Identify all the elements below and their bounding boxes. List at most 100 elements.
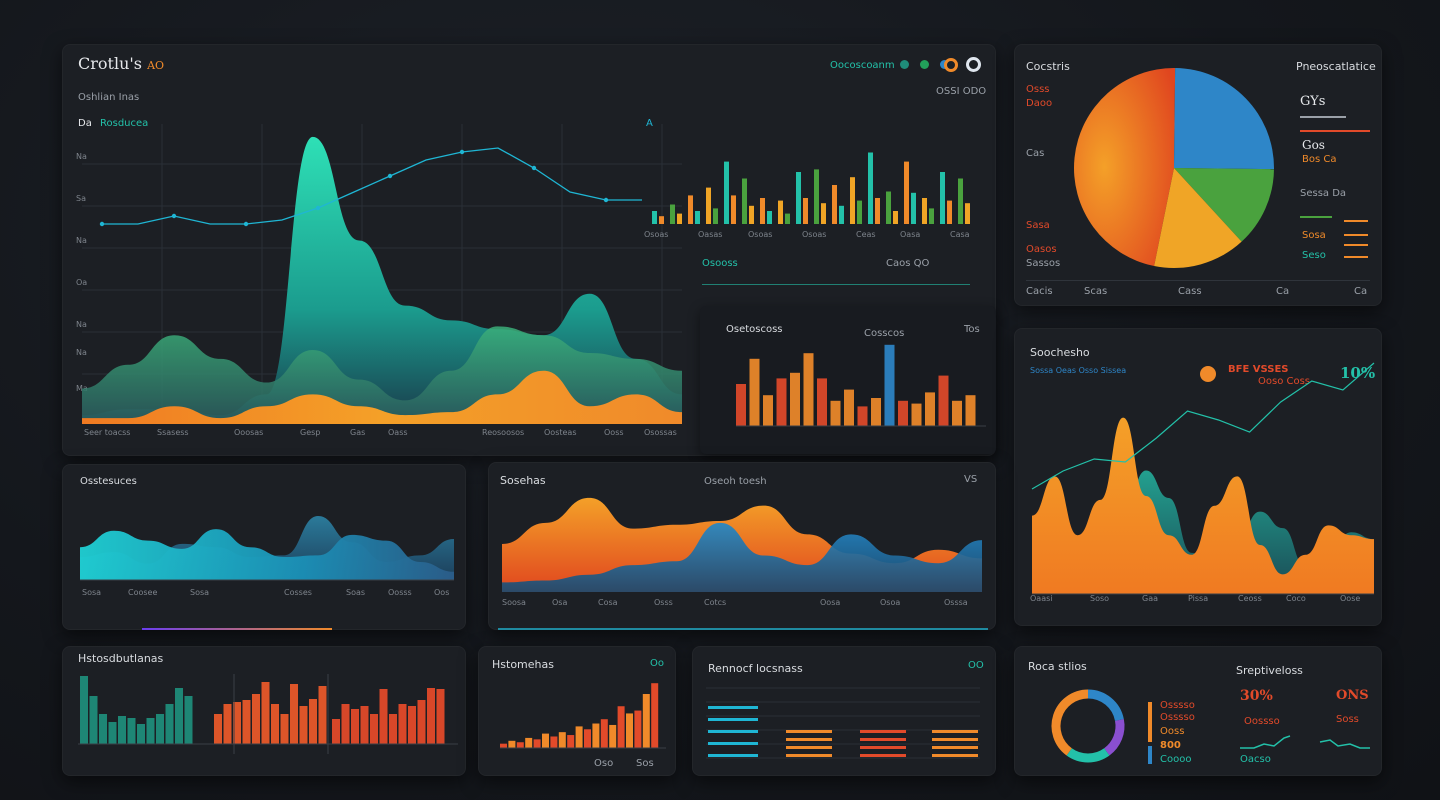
lines-bar-orange <box>786 754 832 757</box>
main-line-series <box>102 147 642 225</box>
bars1-bar <box>108 722 117 744</box>
main-x-tick: Gesp <box>300 428 321 437</box>
pie-legend-b: Gos <box>1302 138 1325 152</box>
lines-title: Rennocf locsnass <box>708 662 803 675</box>
area1-series-cyan <box>80 529 454 580</box>
lines-bar-cyan <box>708 742 758 745</box>
bars1-bar <box>175 688 183 744</box>
green-dot-icon[interactable] <box>920 60 929 69</box>
bars1-bar <box>427 688 435 744</box>
main-bar <box>814 169 819 224</box>
main-sub-caption-right: Caos QO <box>886 258 930 269</box>
bars1-bar <box>271 704 279 744</box>
donut-slice <box>1066 748 1110 763</box>
forecast-x-tick: Oose <box>1340 594 1361 603</box>
bars1-bar <box>233 702 241 744</box>
orange-ring-icon[interactable] <box>944 58 958 72</box>
lines-bar-red <box>860 738 906 741</box>
distribution-bar-chart <box>736 344 986 427</box>
dist-bar <box>857 406 868 426</box>
main-header-caption: Oocoscoanm <box>830 60 895 71</box>
donut-value-b-sub: Oossso <box>1244 716 1280 727</box>
teal-dot-icon[interactable] <box>900 60 909 69</box>
area1-x-tick: Cosses <box>284 588 312 597</box>
main-y-tick: Na <box>76 152 87 161</box>
donut-chart <box>1051 689 1125 763</box>
donut-list-item: Ooss <box>1160 726 1185 737</box>
pie-panel: Cocstris Pneoscatlatice Osss Daoo Cas Sa… <box>1014 44 1382 306</box>
bars1-bar <box>252 694 260 744</box>
bars1-bar <box>223 704 232 744</box>
area2-x-tick: Osoa <box>880 598 901 607</box>
main-bar <box>796 172 801 224</box>
main-line-point <box>387 173 393 179</box>
donut-divider-bar <box>1148 702 1152 742</box>
bars1-bar <box>360 706 369 744</box>
bars1-bar <box>379 689 388 744</box>
dist-right-label: Tos <box>964 324 980 335</box>
forecast-x-tick: Ceoss <box>1238 594 1262 603</box>
main-bar-tick: Oasa <box>900 230 921 239</box>
area-panel-2: Sosehas Oseoh toesh VS Soosa Osa Cosa Os… <box>488 462 996 630</box>
main-bar <box>670 204 675 224</box>
pie-legend-bar-green <box>1300 216 1332 218</box>
pie-title: Cocstris <box>1026 60 1070 73</box>
main-line-point <box>459 149 465 155</box>
bars1-bar <box>341 704 350 744</box>
bars1-bar <box>165 704 174 744</box>
white-ring-icon[interactable] <box>966 57 981 72</box>
pie-legend-a-line2 <box>1300 130 1370 132</box>
main-line-point <box>315 205 321 211</box>
donut-value-d: Coooo <box>1160 754 1192 765</box>
bars2-bar <box>533 739 541 748</box>
bars1-bar <box>398 704 407 744</box>
area-chart-1 <box>80 516 454 581</box>
forecast-area-orange <box>1032 417 1374 594</box>
donut-value-a: 800 <box>1160 740 1181 751</box>
area2-x-tick: Cosa <box>598 598 618 607</box>
main-y-tick: Oa <box>76 278 88 287</box>
dist-bar <box>925 392 935 426</box>
main-x-tick: Oosteas <box>544 428 577 437</box>
bars2-bar <box>609 724 617 748</box>
main-area-chart <box>82 124 682 424</box>
dist-bar <box>736 384 746 426</box>
forecast-x-tick: Oaasi <box>1030 594 1053 603</box>
main-bar-tick: Casa <box>950 230 970 239</box>
donut-panel: Roca stlios Sreptiveloss Osssso Osssso O… <box>1014 646 1382 776</box>
bars1-bar <box>417 700 426 744</box>
area2-x-tick: Osa <box>552 598 568 607</box>
main-area-series-orange <box>82 370 682 424</box>
main-x-tick: Ooss <box>604 428 624 437</box>
area1-x-tick: Sosa <box>82 588 102 597</box>
main-legend-prefix: Da <box>78 118 92 129</box>
lines-bar-red <box>860 754 906 757</box>
bars2-bar <box>600 719 608 748</box>
bars1-bar <box>309 699 317 744</box>
main-bar-chart <box>652 152 970 224</box>
lines-bar-cyan <box>708 706 758 709</box>
bars1-bar <box>408 706 416 744</box>
lines-bar-cyan <box>708 730 758 733</box>
dist-bar <box>830 400 841 426</box>
main-bar <box>821 203 826 224</box>
pie-left-label: Daoo <box>1026 98 1053 109</box>
bars2-title: Hstomehas <box>492 658 554 671</box>
lines-panel: Rennocf locsnass OO <box>692 646 996 776</box>
area2-x-tick: Cotcs <box>704 598 727 607</box>
bars-panel-1: Hstosdbutlanas <box>62 646 466 776</box>
bars1-bar <box>80 676 88 744</box>
dist-bar <box>749 358 760 426</box>
main-line-chart <box>99 147 642 227</box>
bars2-bar <box>575 726 583 748</box>
main-bar <box>749 205 754 224</box>
bars2-bottom-tick: Sos <box>636 758 654 769</box>
pie-slice <box>1154 168 1242 268</box>
donut-list-item: Osssso <box>1160 712 1195 723</box>
bars1-bar <box>137 724 145 744</box>
main-bar-tick: Ceas <box>856 230 876 239</box>
main-bar <box>857 200 862 224</box>
pie-slice <box>1074 68 1176 267</box>
main-sub-caption: Osooss <box>702 258 738 269</box>
dist-bar <box>776 378 787 426</box>
